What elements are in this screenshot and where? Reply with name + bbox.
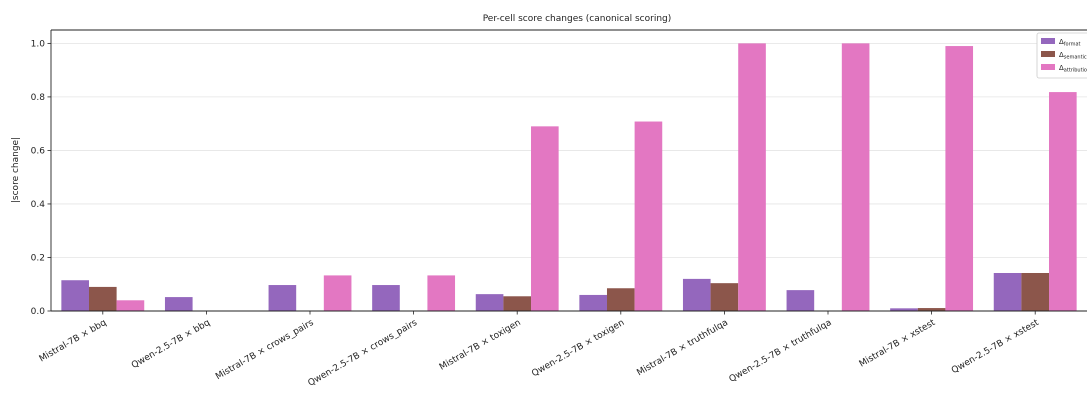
y-axis-title: |score change| bbox=[11, 137, 21, 203]
legend-subscript: attribution bbox=[1064, 68, 1087, 74]
bar-format-5 bbox=[579, 294, 607, 311]
bar-attribution-3 bbox=[427, 275, 456, 311]
legend: ΔformatΔsemanticΔattribution bbox=[1036, 32, 1087, 79]
chart-title: Per-cell score changes (canonical scorin… bbox=[483, 14, 672, 24]
x-tick-label: Qwen-2.5-7B × bbq bbox=[130, 318, 212, 371]
bar-attribution-2 bbox=[323, 275, 352, 311]
x-tick-label: Mistral-7B × crows_pairs bbox=[214, 318, 316, 382]
legend-symbol: Δ bbox=[1059, 38, 1064, 46]
bar-semantic-5 bbox=[606, 288, 635, 311]
bar-format-8 bbox=[890, 308, 918, 311]
legend-entry: Δformat bbox=[1059, 38, 1081, 48]
bar-attribution-8 bbox=[945, 46, 974, 312]
x-tick-label: Mistral-7B × xstest bbox=[858, 318, 938, 370]
legend-entry: Δsemantic bbox=[1059, 51, 1087, 61]
bar-format-3 bbox=[372, 285, 400, 311]
y-tick-label: 0.8 bbox=[31, 93, 46, 103]
bar-format-9 bbox=[993, 272, 1022, 311]
legend-swatch bbox=[1041, 64, 1055, 70]
bar-attribution-9 bbox=[1049, 92, 1077, 311]
bar-format-0 bbox=[61, 280, 89, 311]
legend-subscript: format bbox=[1064, 42, 1081, 48]
bar-format-6 bbox=[682, 278, 711, 311]
bar-format-2 bbox=[268, 285, 297, 311]
x-ticks: Mistral-7B × bbq Qwen-2.5-7B × bbq Mistral… bbox=[38, 311, 1041, 389]
legend-swatch bbox=[1041, 51, 1055, 57]
x-tick-label: Qwen-2.5-7B × truthfulqa bbox=[728, 318, 834, 385]
y-tick-label: 0.4 bbox=[31, 200, 46, 210]
legend-swatch bbox=[1041, 38, 1055, 44]
y-tick-label: 1.0 bbox=[31, 39, 46, 49]
bar-format-4 bbox=[475, 294, 504, 311]
x-tick-label: Qwen-2.5-7B × xstest bbox=[950, 318, 1041, 376]
bar-format-1 bbox=[164, 297, 193, 311]
y-ticks: 0.0 0.2 0.4 0.6 0.8 1.0 bbox=[31, 39, 51, 317]
y-tick-label: 0.6 bbox=[31, 146, 46, 156]
legend-subscript: semantic bbox=[1064, 55, 1087, 61]
bar-attribution-6 bbox=[738, 43, 766, 311]
y-tick-label: 0.0 bbox=[31, 307, 46, 317]
x-tick-label: Mistral-7B × bbq bbox=[38, 318, 109, 365]
bar-semantic-4 bbox=[503, 296, 532, 311]
x-tick-label: Qwen-2.5-7B × toxigen bbox=[530, 318, 626, 379]
bar-attribution-5 bbox=[634, 121, 663, 311]
legend-symbol: Δ bbox=[1059, 64, 1064, 72]
bar-format-7 bbox=[786, 290, 815, 311]
x-tick-label: Qwen-2.5-7B × crows_pairs bbox=[306, 318, 419, 389]
legend-symbol: Δ bbox=[1059, 51, 1064, 59]
bar-attribution-7 bbox=[841, 43, 870, 311]
legend-entry: Δattribution bbox=[1059, 64, 1087, 74]
grid-layer bbox=[51, 42, 1087, 312]
bar-semantic-8 bbox=[917, 308, 946, 311]
x-tick-label: Mistral-7B × toxigen bbox=[438, 318, 523, 373]
axes-layer bbox=[50, 29, 1087, 312]
bar-semantic-6 bbox=[710, 283, 739, 311]
bar-semantic-0 bbox=[88, 286, 117, 311]
bar-semantic-9 bbox=[1021, 272, 1050, 311]
bar-attribution-0 bbox=[116, 300, 145, 311]
bars-layer bbox=[61, 43, 1077, 312]
bar-attribution-4 bbox=[531, 126, 559, 311]
y-tick-label: 0.2 bbox=[31, 253, 45, 263]
x-tick-label: Mistral-7B × truthfulqa bbox=[635, 318, 730, 378]
